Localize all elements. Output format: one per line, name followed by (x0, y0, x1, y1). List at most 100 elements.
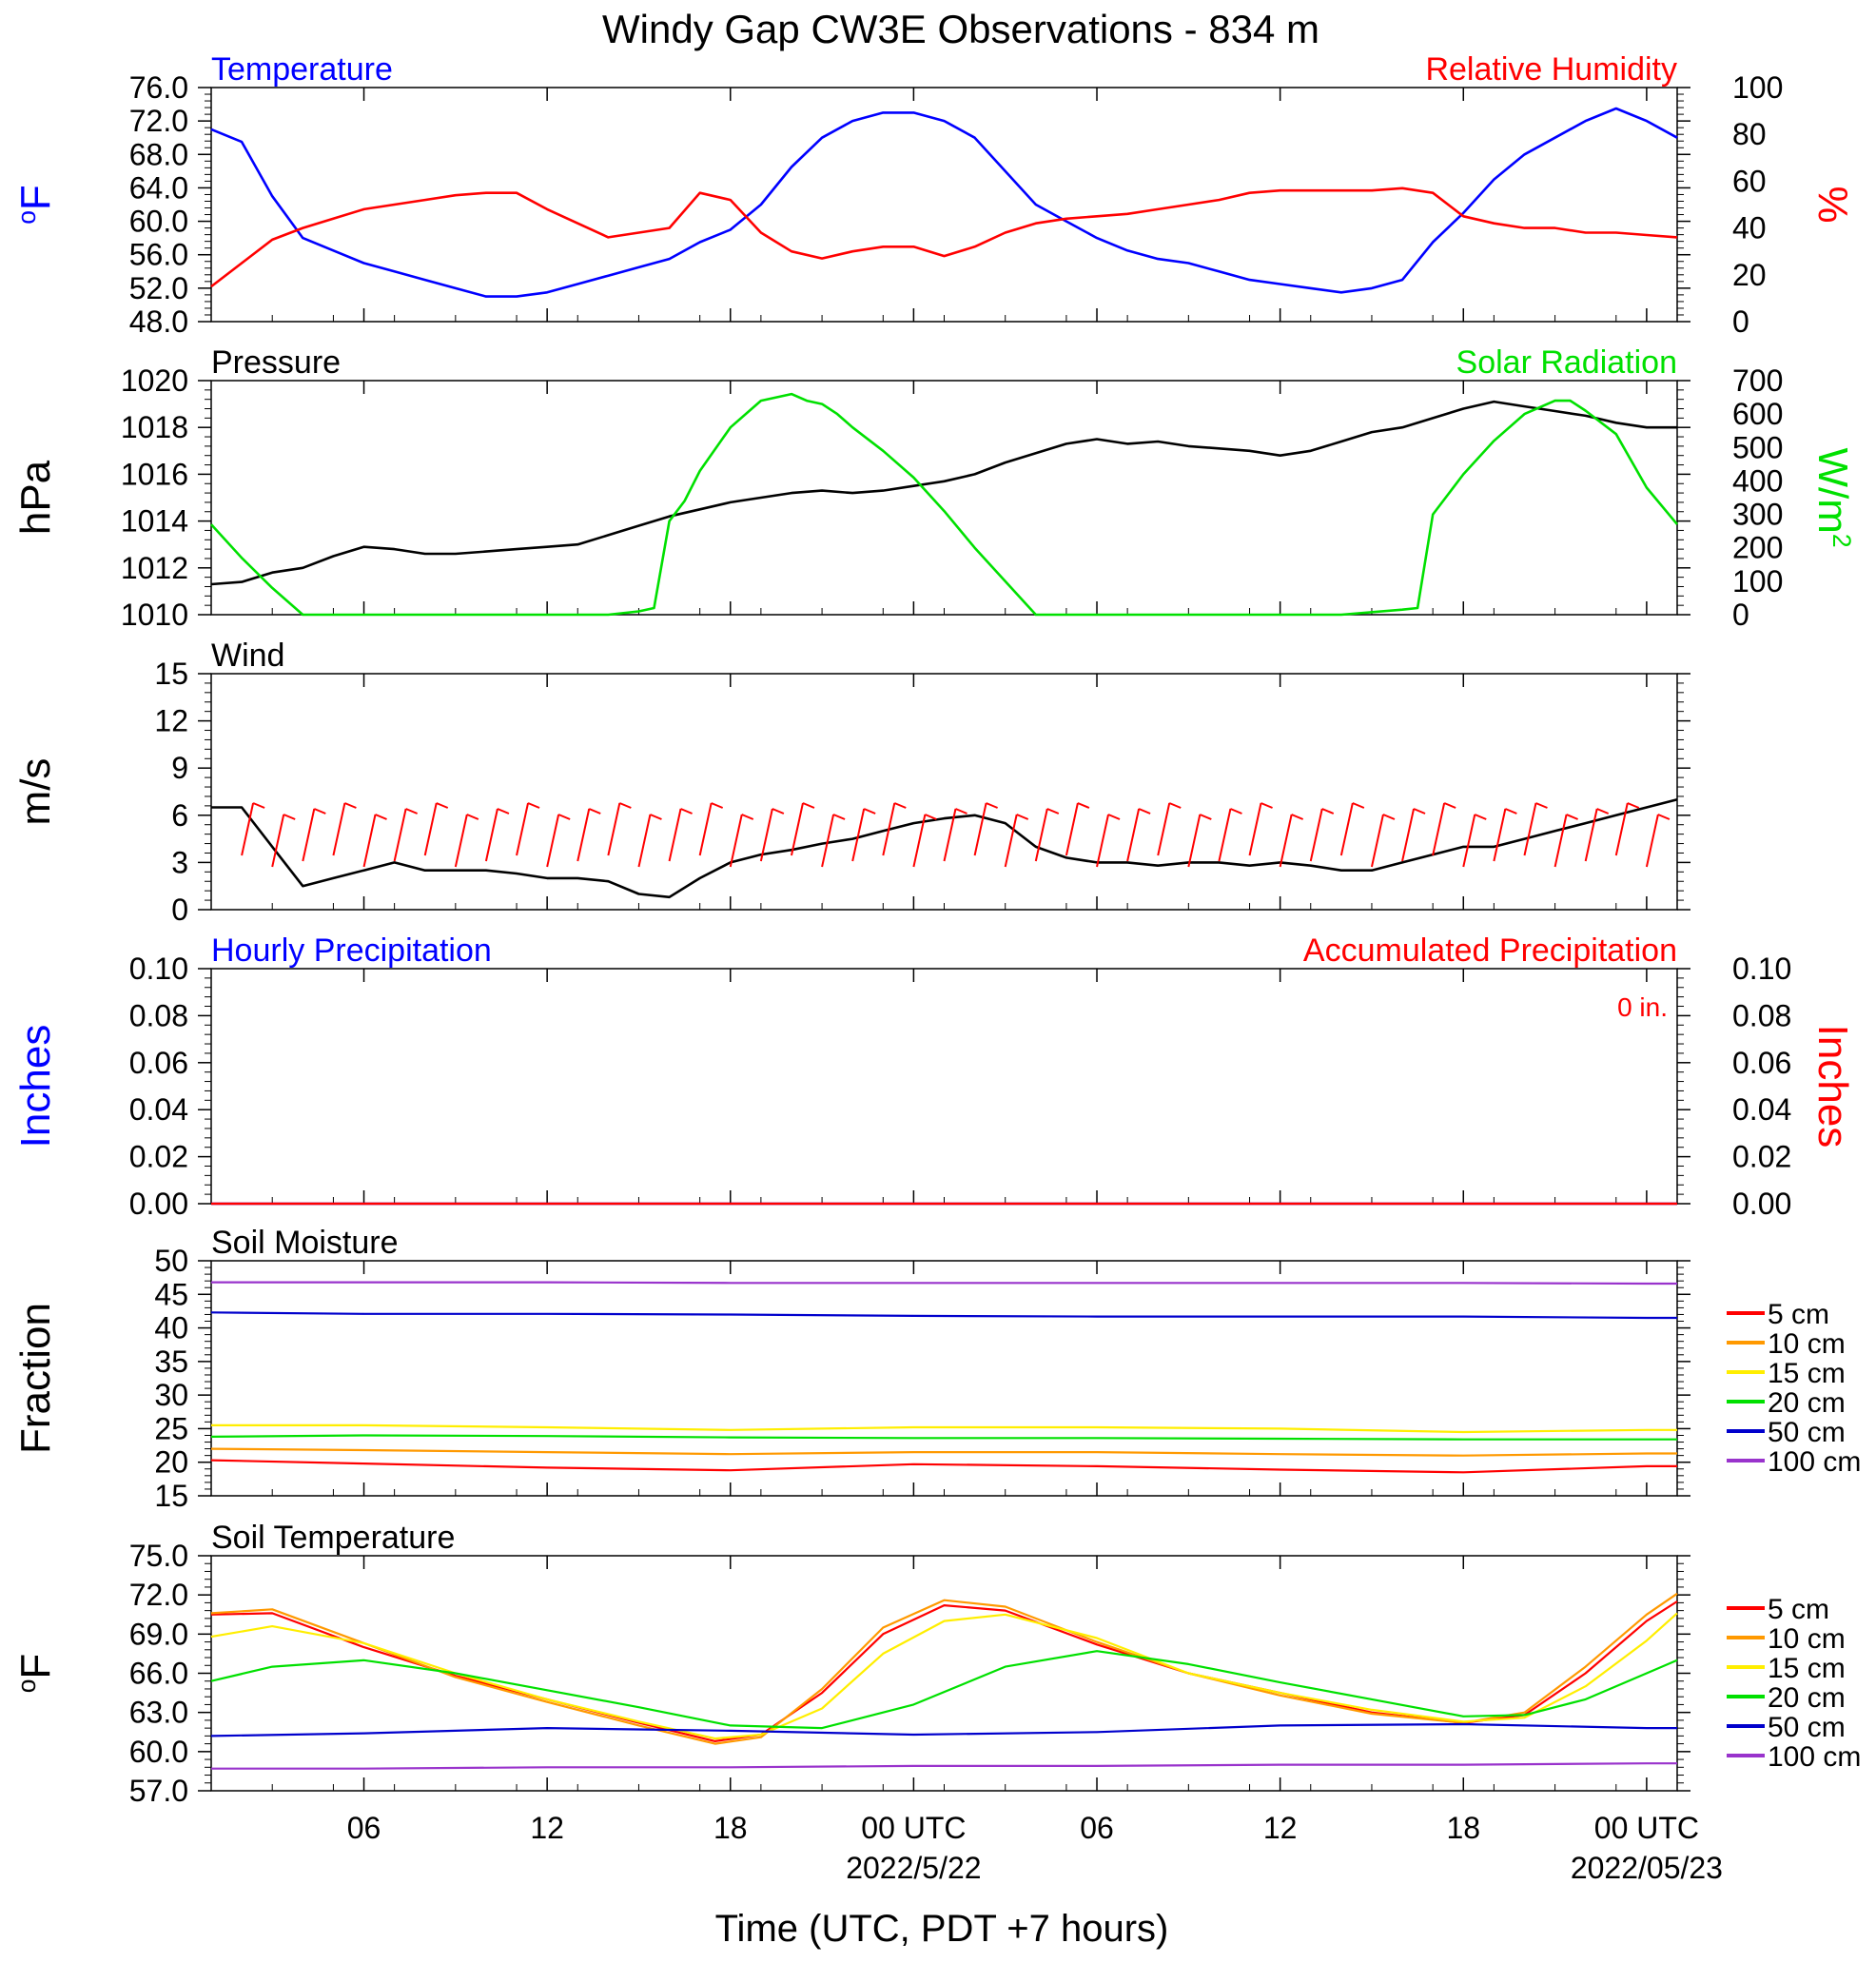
wind-barb (393, 808, 407, 862)
y-tick-label-left: 0.00 (129, 1187, 188, 1221)
series-line-10-cm (210, 1447, 1677, 1457)
wind-barb (1645, 814, 1659, 868)
y-tick-label-left: 25 (154, 1411, 188, 1445)
y-tick-label-left: 1018 (121, 410, 188, 444)
wind-barb (607, 802, 621, 856)
y-tick-label-left: 35 (154, 1345, 188, 1379)
wind-barb-flag (986, 802, 998, 809)
y-tick-label-right: 60 (1732, 164, 1767, 198)
wind-barb-flag (618, 802, 632, 809)
legend-label: 100 cm (1768, 1446, 1861, 1478)
y-tick-label-right: 500 (1732, 430, 1783, 464)
wind-barb-flag (1077, 802, 1090, 809)
wind-barb (1339, 802, 1354, 856)
y-tick-label-left: 45 (154, 1277, 188, 1311)
wind-barb (1462, 814, 1476, 868)
y-axis-label-right: % (1809, 186, 1856, 223)
wind-barb-flag (863, 808, 876, 815)
plot-frame (210, 1260, 1678, 1497)
y-axis-label-right: Inches (1809, 1025, 1856, 1148)
y-tick-label-right: 0 (1732, 598, 1749, 632)
y-tick-label-left: 68.0 (129, 137, 188, 171)
wind-barb (1248, 802, 1262, 856)
wind-barb-flag (650, 814, 662, 820)
x-tick-label: 18 (713, 1811, 748, 1845)
y-tick-label-left: 0.10 (129, 952, 188, 986)
y-tick-label-left: 56.0 (129, 238, 188, 272)
series-line-50-cm (210, 1722, 1677, 1737)
wind-barb-flag (925, 814, 937, 820)
y-tick-label-right: 0.04 (1732, 1092, 1791, 1127)
wind-barb (1065, 802, 1079, 856)
wind-barb (1614, 802, 1629, 856)
series-line-temperature (210, 107, 1678, 298)
wind-barb (332, 802, 346, 856)
series-line-relative-humidity (210, 186, 1678, 288)
x-tick-label: 00 UTC (861, 1811, 966, 1845)
y-tick-label-left: 0.02 (129, 1140, 188, 1174)
wind-barb-flag (1627, 802, 1640, 809)
series-line-100-cm (211, 1762, 1677, 1770)
y-tick-label-left: 69.0 (129, 1617, 188, 1651)
wind-barb (516, 802, 530, 856)
legend-label: 50 cm (1768, 1417, 1846, 1448)
y-tick-label-left: 72.0 (129, 104, 188, 138)
panel-title-left: Hourly Precipitation (211, 932, 492, 969)
series-line-wind (211, 798, 1678, 899)
wind-barb-flag (1046, 808, 1060, 815)
chart-title: Windy Gap CW3E Observations - 834 m (602, 7, 1319, 51)
legend-label: 15 cm (1768, 1358, 1846, 1389)
y-tick-label-left: 3 (171, 845, 188, 879)
panel-title-right: Solar Radiation (1456, 344, 1677, 381)
series-line-pressure (210, 400, 1677, 586)
wind-barb-flag (405, 808, 419, 815)
legend-label: 20 cm (1768, 1387, 1846, 1419)
wind-barb (1126, 808, 1141, 862)
y-tick-label-left: 52.0 (129, 271, 188, 305)
panel-precipitation: 0.10 0.08 0.06 0.04 0.02 0.00 0.10 0.08 0.06 0.04… (12, 932, 1856, 1221)
wind-barb (1187, 814, 1202, 868)
wind-barb-flag (344, 802, 357, 809)
wind-barb-flag (252, 802, 265, 809)
wind-barb-flag (832, 814, 846, 820)
series-line-15-cm (211, 1423, 1677, 1434)
wind-barb (912, 814, 927, 868)
y-tick-label-left: 48.0 (129, 304, 188, 339)
plot-frame (210, 380, 1678, 616)
panel-soil-temperature: 75.0 72.0 69.0 66.0 63.0 60.0 57.0 Soil Tempera… (12, 1520, 1861, 1808)
y-tick-label-left: 76.0 (129, 70, 188, 105)
wind-barb (1432, 802, 1446, 856)
legend-label: 100 cm (1768, 1741, 1861, 1773)
wind-barb (1584, 808, 1598, 862)
wind-barb-flag (1596, 808, 1610, 815)
y-tick-label-left: 75.0 (129, 1539, 188, 1573)
panel-title-right: Accumulated Precipitation (1303, 932, 1677, 969)
y-tick-label-left: 20 (154, 1445, 188, 1480)
y-tick-label-right: 0.08 (1732, 998, 1791, 1032)
wind-barb-flag (1199, 814, 1212, 820)
y-axis-label-left: m/s (12, 758, 59, 826)
wind-barb (1493, 808, 1507, 862)
wind-barb-flag (1230, 808, 1242, 815)
wind-barb-flag (1413, 808, 1426, 815)
series-line-20-cm (210, 1434, 1677, 1441)
x-tick-label: 06 (1080, 1811, 1114, 1845)
y-tick-label-right: 300 (1732, 498, 1783, 532)
legend-label: 50 cm (1768, 1712, 1846, 1743)
precip-total-annotation: 0 in. (1617, 992, 1668, 1022)
y-tick-label-left: 15 (154, 1479, 188, 1513)
panels-group: 76.072.068.064.060.056.052.048.010080604… (12, 51, 1861, 1885)
y-tick-label-right: 100 (1732, 564, 1783, 599)
x-tick-label: 12 (530, 1811, 564, 1845)
wind-barb-flag (1443, 802, 1456, 809)
y-tick-label-left: 1016 (121, 457, 188, 491)
legend-label: 5 cm (1768, 1594, 1829, 1625)
legend-label: 10 cm (1768, 1623, 1846, 1655)
series-line-50-cm (210, 1311, 1677, 1320)
y-axis-label-left: hPa (12, 460, 59, 535)
plot-frame (210, 87, 1678, 323)
y-tick-label-right: 80 (1732, 117, 1767, 151)
y-tick-label-right: 0.00 (1732, 1187, 1791, 1221)
wind-barb (851, 808, 866, 862)
